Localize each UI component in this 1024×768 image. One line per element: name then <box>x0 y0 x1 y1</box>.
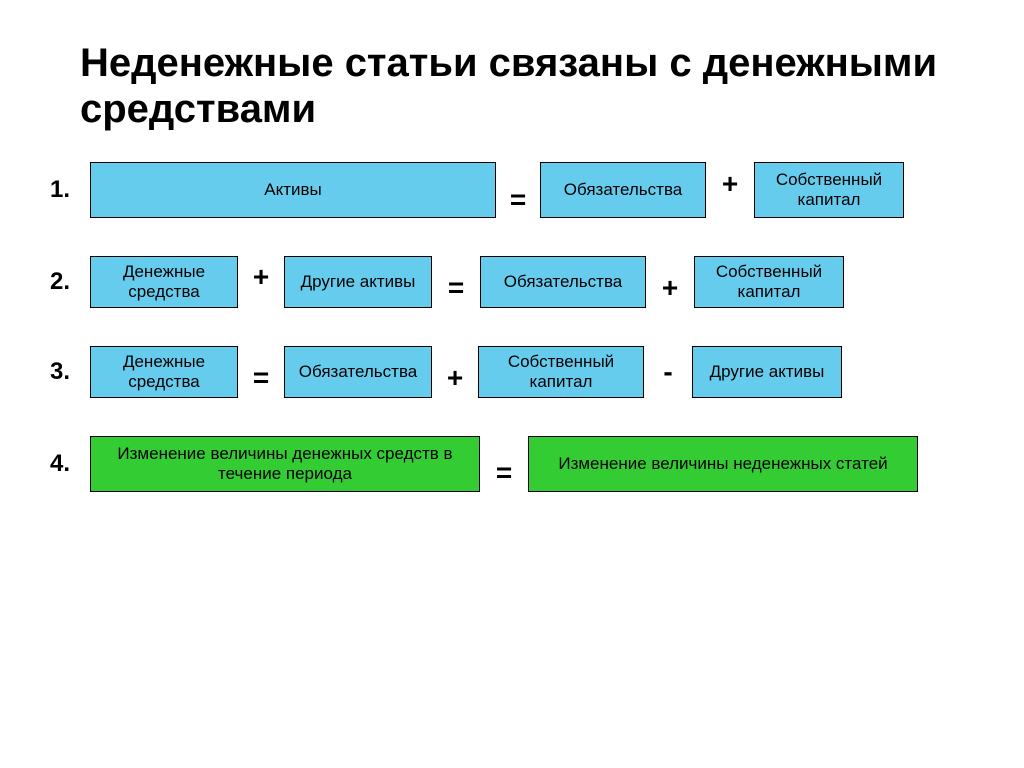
row-number: 3. <box>50 358 90 386</box>
operator-plus: + <box>238 261 284 293</box>
equation-row-4: 4. Изменение величины денежных средств в… <box>50 436 974 492</box>
row-number: 2. <box>50 268 90 296</box>
box-equity: Собственный капитал <box>694 256 844 308</box>
box-other-assets: Другие активы <box>692 346 842 398</box>
box-liabilities: Обязательства <box>284 346 432 398</box>
operator-plus: + <box>432 350 478 394</box>
box-cash-change: Изменение величины денежных средств в те… <box>90 436 480 492</box>
box-assets: Активы <box>90 162 496 218</box>
box-liabilities: Обязательства <box>540 162 706 218</box>
box-cash: Денежные средства <box>90 346 238 398</box>
box-equity: Собственный капитал <box>754 162 904 218</box>
operator-plus: + <box>706 168 754 200</box>
operator-equals: = <box>496 164 540 216</box>
row-number: 1. <box>50 176 90 204</box>
box-liabilities: Обязательства <box>480 256 646 308</box>
row-number: 4. <box>50 450 90 478</box>
box-cash: Денежные средства <box>90 256 238 308</box>
equation-row-3: 3. Денежные средства = Обязательства + С… <box>50 346 974 398</box>
box-equity: Собственный капитал <box>478 346 644 398</box>
equation-row-2: 2. Денежные средства + Другие активы = О… <box>50 256 974 308</box>
page-title: Неденежные статьи связаны с денежными ср… <box>50 40 974 132</box>
box-other-assets: Другие активы <box>284 256 432 308</box>
equation-row-1: 1. Активы = Обязательства + Собственный … <box>50 162 974 218</box>
operator-equals: = <box>432 260 480 304</box>
operator-equals: = <box>480 439 528 489</box>
operator-equals: = <box>238 350 284 394</box>
operator-minus: - <box>644 356 692 388</box>
operator-plus: + <box>646 260 694 304</box>
box-noncash-change: Изменение величины неденежных статей <box>528 436 918 492</box>
